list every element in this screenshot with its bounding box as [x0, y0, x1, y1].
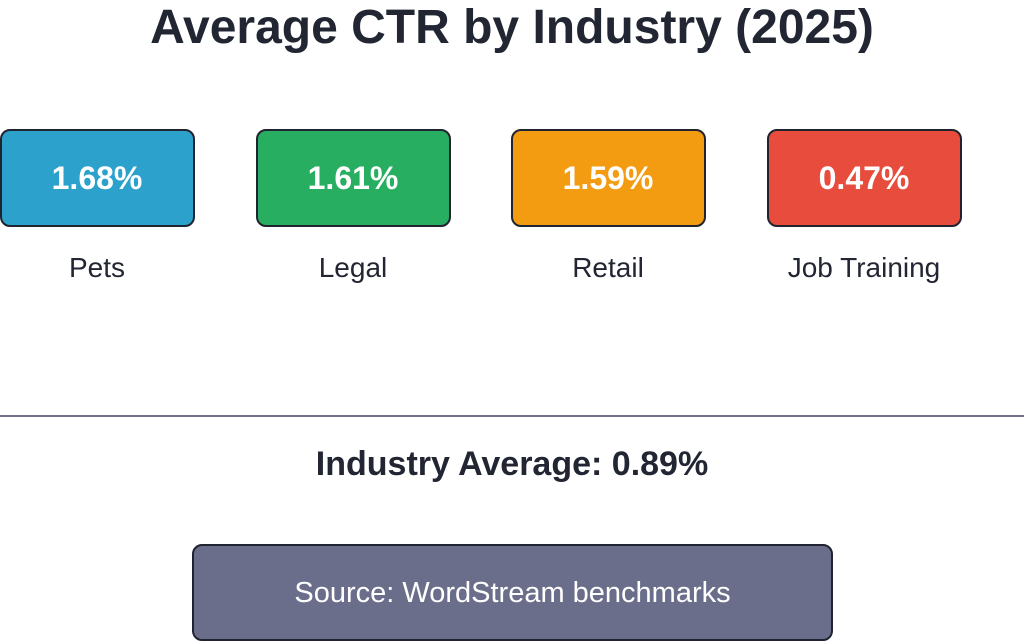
ctr-value-job-training: 0.47%	[818, 160, 910, 196]
source-box: Source: WordStream benchmarks	[192, 544, 833, 641]
industry-label-legal: Legal	[318, 252, 388, 283]
industry-label-pets: Pets	[68, 252, 126, 283]
industry-card-job-training: 0.47%	[766, 129, 962, 227]
industry-card-pets: 1.68%	[0, 129, 195, 227]
industry-card-legal: 1.61%	[255, 129, 451, 227]
chart-title: Average CTR by Industry (2025)	[150, 1, 874, 54]
ctr-value-legal: 1.61%	[307, 160, 399, 196]
ctr-value-pets: 1.68%	[51, 160, 143, 196]
source-text: Source: WordStream benchmarks	[294, 576, 731, 609]
industry-label-job-training: Job Training	[787, 252, 941, 283]
industry-average: Industry Average: 0.89%	[315, 445, 709, 483]
industry-label-retail: Retail	[572, 252, 644, 283]
ctr-value-retail: 1.59%	[562, 160, 654, 196]
industry-card-retail: 1.59%	[510, 129, 706, 227]
divider	[0, 415, 1024, 417]
